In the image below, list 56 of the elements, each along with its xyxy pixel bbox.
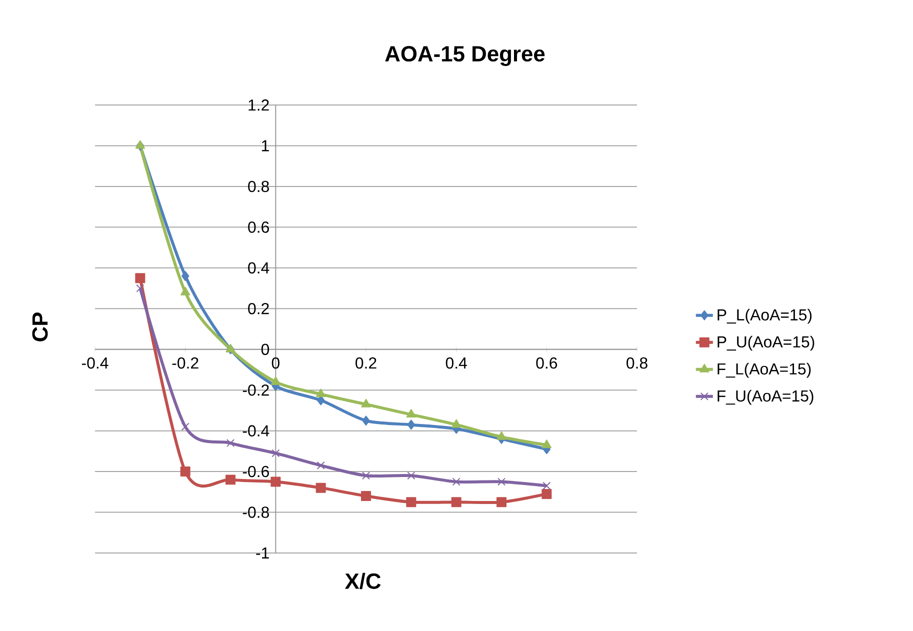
y-tick-label: 1.2 [248, 99, 269, 111]
point [497, 478, 506, 486]
y-tick-label: 0.8 [248, 180, 269, 192]
point [180, 466, 190, 477]
y-tick-label: -0.8 [242, 506, 269, 518]
x-tick-label: 0.8 [626, 357, 648, 369]
y-tick-label: -0.2 [242, 384, 269, 396]
point [407, 420, 416, 430]
y-tick-label: -1 [256, 548, 269, 558]
point [542, 488, 552, 499]
x-tick-label: 0 [272, 357, 280, 369]
point [316, 461, 325, 470]
point [270, 376, 280, 385]
point [452, 478, 460, 486]
point [362, 472, 370, 480]
y-tick-label: 0.2 [248, 302, 269, 314]
point [226, 439, 235, 448]
point [316, 482, 326, 493]
legend-label: F_U(AoA=15) [718, 390, 814, 405]
point [361, 490, 371, 501]
y-tick-label: 0 [261, 344, 270, 356]
legend-label: P_L(AoA=15) [718, 308, 812, 324]
y-tick-label: -0.6 [242, 466, 269, 478]
legend-label: F_L(AoA=15) [718, 362, 811, 378]
x-tick-label: -0.4 [82, 357, 108, 369]
y-axis-title: CP [32, 312, 48, 342]
point [272, 449, 280, 458]
point [270, 476, 281, 487]
y-tick-label: 1 [262, 140, 269, 152]
x-tick-label: 0.6 [536, 357, 558, 369]
point [406, 497, 416, 508]
point [542, 440, 552, 448]
point [542, 482, 551, 490]
point [180, 286, 190, 296]
y-tick-label: 0.6 [248, 222, 269, 233]
x-tick-label: -0.2 [172, 357, 198, 369]
point [181, 271, 190, 282]
point [496, 497, 506, 508]
x-tick-label: 0.4 [446, 357, 467, 369]
point [496, 431, 506, 440]
point [406, 409, 416, 418]
point [316, 388, 326, 398]
y-tick-label: 0.4 [248, 262, 270, 274]
point [451, 497, 462, 508]
point [452, 419, 462, 428]
chart-title: AOA-15 Degree [385, 46, 545, 66]
point [135, 273, 146, 284]
point [361, 398, 371, 408]
point [407, 472, 416, 480]
legend-label: P_U(AoA=15) [718, 336, 814, 351]
x-tick-label: 0.2 [356, 357, 376, 369]
y-tick-label: -0.4 [242, 425, 270, 436]
x-axis-title: X/C [344, 572, 381, 590]
point [136, 284, 144, 292]
point [226, 474, 236, 485]
point [362, 416, 370, 426]
